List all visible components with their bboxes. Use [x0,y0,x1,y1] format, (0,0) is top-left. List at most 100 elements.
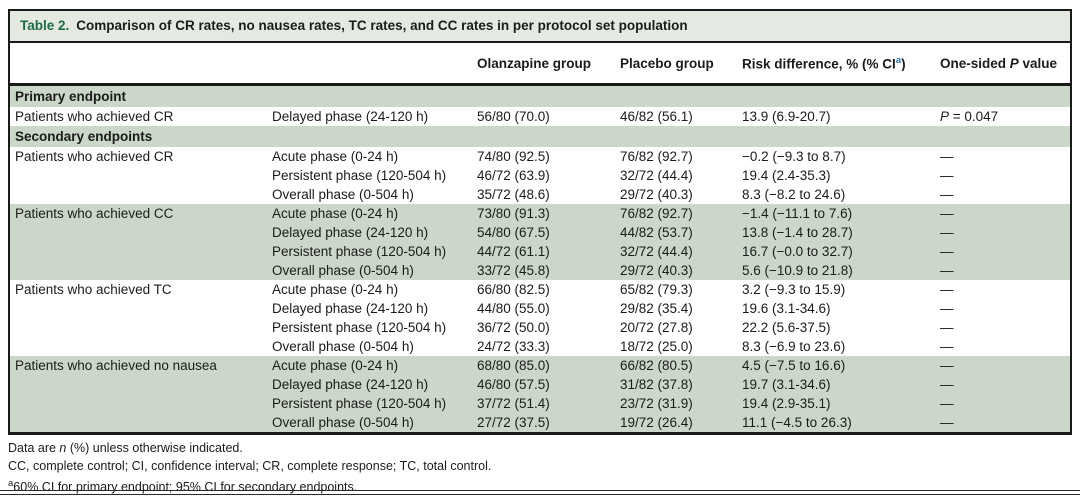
cell-p-value: — [940,244,954,259]
section-label: Secondary endpoints [15,129,153,144]
cell-phase: Acute phase (0-24 h) [272,282,399,297]
cell-placebo-group: 44/82 (53.7) [620,225,693,240]
cell-phase: Persistent phase (120-504 h) [272,168,447,183]
col-header-risk-difference: Risk difference, % (% CIa) [742,54,906,72]
section-header-row: Primary endpoint [10,86,1070,107]
cell-risk-difference: 19.4 (2.9-35.1) [742,396,831,411]
cell-placebo-group: 23/72 (31.9) [620,396,693,411]
cell-p-value: — [940,263,954,278]
table-row: Persistent phase (120-504 h) 44/72 (61.1)… [10,242,1070,261]
cell-p-value: — [940,377,954,392]
cell-p-value: — [940,149,954,164]
table-row: Overall phase (0-504 h) 33/72 (45.8) 29/72… [10,261,1070,280]
cell-phase: Persistent phase (120-504 h) [272,244,447,259]
cell-endpoint: Patients who achieved CR [15,109,174,124]
cell-endpoint [10,185,270,204]
cell-endpoint: Patients who achieved CR [15,149,174,164]
cell-phase: Overall phase (0-504 h) [272,415,414,430]
cell-olanzapine-group: 46/72 (63.9) [477,168,550,183]
cell-placebo-group: 66/82 (80.5) [620,358,693,373]
cell-endpoint [10,242,270,261]
cell-p-value: — [940,415,954,430]
table-row: Overall phase (0-504 h) 24/72 (33.3) 18/72… [10,337,1070,356]
cell-p-value: — [940,301,954,316]
cell-phase: Overall phase (0-504 h) [272,339,414,354]
cell-placebo-group: 32/72 (44.4) [620,168,693,183]
table-title-bar: Table 2. Comparison of CR rates, no nause… [8,9,1072,43]
cell-endpoint [10,223,270,242]
cell-p-value: — [940,339,954,354]
cell-risk-difference: 8.3 (−6.9 to 23.6) [742,339,846,354]
cell-olanzapine-group: 56/80 (70.0) [477,109,550,124]
cell-phase: Overall phase (0-504 h) [272,187,414,202]
cell-olanzapine-group: 35/72 (48.6) [477,187,550,202]
table-row: Overall phase (0-504 h) 27/72 (37.5) 19/72… [10,413,1070,432]
cell-p-value: — [940,320,954,335]
cell-risk-difference: 3.2 (−9.3 to 15.9) [742,282,846,297]
cell-placebo-group: 18/72 (25.0) [620,339,693,354]
cell-olanzapine-group: 44/72 (61.1) [477,244,550,259]
cell-phase: Acute phase (0-24 h) [272,358,399,373]
table-body: Primary endpoint Patients who achieved CR… [10,86,1070,432]
table-row: Patients who achieved TC Acute phase (0-2… [10,280,1070,299]
footnote-marker-a: a [895,54,902,66]
section-label: Primary endpoint [15,89,127,104]
cell-placebo-group: 65/82 (79.3) [620,282,693,297]
cell-p-value: — [940,396,954,411]
cell-phase: Overall phase (0-504 h) [272,263,414,278]
cell-endpoint [10,394,270,413]
table-row: Delayed phase (24-120 h) 54/80 (67.5) 44/8… [10,223,1070,242]
cell-risk-difference: 5.6 (−10.9 to 21.8) [742,263,853,278]
footnote-line: CC, complete control; CI, confidence int… [8,459,492,473]
col-header-placebo: Placebo group [620,55,714,71]
cell-phase: Persistent phase (120-504 h) [272,396,447,411]
cell-p-value: — [940,206,954,221]
cell-endpoint [10,318,270,337]
cell-olanzapine-group: 24/72 (33.3) [477,339,550,354]
cell-endpoint [10,413,270,432]
cell-phase: Delayed phase (24-120 h) [272,109,429,124]
header-row: Olanzapine group Placebo group Risk diff… [10,43,1070,86]
cell-risk-difference: −1.4 (−11.1 to 7.6) [742,206,853,221]
table-row: Delayed phase (24-120 h) 46/80 (57.5) 31/8… [10,375,1070,394]
cell-endpoint: Patients who achieved CC [15,206,174,221]
section-header-row: Secondary endpoints [10,126,1070,147]
footnotes: Data are n (%) unless otherwise indicate… [8,439,1072,496]
cell-p-value: P = 0.047 [940,109,999,124]
cell-placebo-group: 29/72 (40.3) [620,263,693,278]
cell-risk-difference: 16.7 (−0.0 to 32.7) [742,244,853,259]
table-row: Delayed phase (24-120 h) 44/80 (55.0) 29/8… [10,299,1070,318]
cell-endpoint: Patients who achieved TC [15,282,172,297]
cell-olanzapine-group: 74/80 (92.5) [477,149,550,164]
cell-endpoint [10,261,270,280]
cell-risk-difference: 13.9 (6.9-20.7) [742,109,831,124]
cell-endpoint [10,166,270,185]
table-row: Overall phase (0-504 h) 35/72 (48.6) 29/72… [10,185,1070,204]
cell-olanzapine-group: 33/72 (45.8) [477,263,550,278]
cell-endpoint: Patients who achieved no nausea [15,358,217,373]
cell-olanzapine-group: 68/80 (85.0) [477,358,550,373]
cell-placebo-group: 31/82 (37.8) [620,377,693,392]
cell-phase: Delayed phase (24-120 h) [272,225,429,240]
cell-risk-difference: 11.1 (−4.5 to 26.3) [742,415,852,430]
cell-olanzapine-group: 73/80 (91.3) [477,206,550,221]
cell-risk-difference: 8.3 (−8.2 to 24.6) [742,187,846,202]
table-row: Patients who achieved CC Acute phase (0-2… [10,204,1070,223]
table-row: Patients who achieved CR Acute phase (0-2… [10,147,1070,166]
table-row: Patients who achieved no nausea Acute pha… [10,356,1070,375]
cell-phase: Delayed phase (24-120 h) [272,377,429,392]
cell-placebo-group: 76/82 (92.7) [620,206,693,221]
footnote-line: Data are n (%) unless otherwise indicate… [8,441,243,455]
table-row: Persistent phase (120-504 h) 46/72 (63.9)… [10,166,1070,185]
cell-placebo-group: 32/72 (44.4) [620,244,693,259]
cell-endpoint [10,299,270,318]
cell-p-value: — [940,187,954,202]
cell-placebo-group: 20/72 (27.8) [620,320,693,335]
cell-olanzapine-group: 37/72 (51.4) [477,396,550,411]
table: Olanzapine group Placebo group Risk diff… [8,43,1072,435]
cell-risk-difference: 22.2 (5.6-37.5) [742,320,831,335]
cell-endpoint [10,375,270,394]
table-row: Persistent phase (120-504 h) 36/72 (50.0)… [10,318,1070,337]
cell-risk-difference: 19.6 (3.1-34.6) [742,301,831,316]
